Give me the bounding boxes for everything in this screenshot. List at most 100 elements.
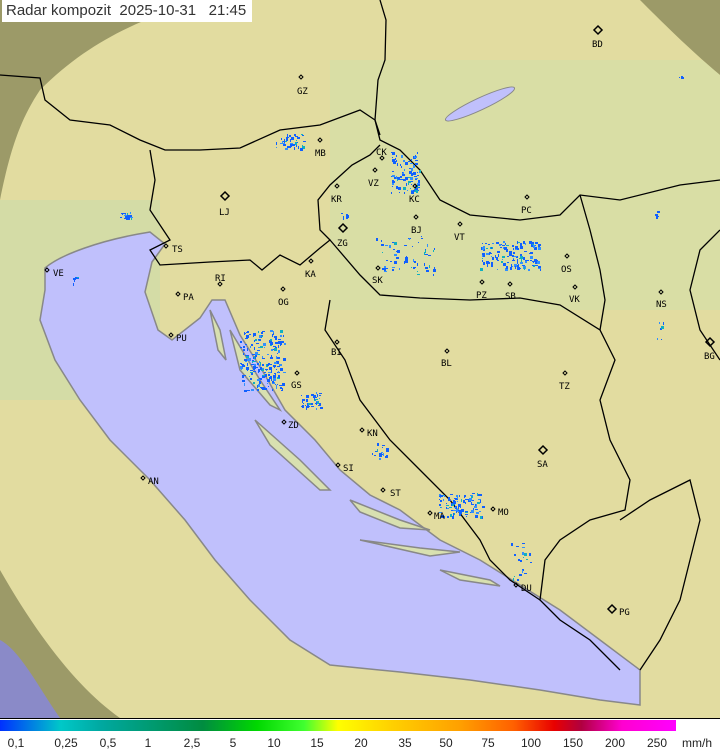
city-marker-icon (379, 155, 385, 161)
radar-echo (261, 337, 262, 338)
radar-echo (655, 214, 658, 216)
radar-echo (417, 271, 418, 272)
radar-echo (465, 495, 466, 497)
radar-echo (524, 251, 527, 252)
radar-echo (341, 213, 343, 214)
radar-echo (392, 159, 395, 162)
city-markers: GZ MB CK VZ KR KC BJ VT PC BD LJ ZG TS KA SK OS PZ SB VK NS… (44, 24, 716, 618)
radar-map[interactable]: GZ MB CK VZ KR KC BJ VT PC BD LJ ZG TS KA SK OS PZ SB VK NS… (0, 0, 720, 719)
lowland-tint (330, 60, 720, 310)
city-st: ST (380, 487, 401, 499)
radar-echo (269, 367, 272, 370)
radar-echo (518, 264, 519, 267)
radar-echo (276, 369, 277, 370)
radar-echo (456, 509, 459, 512)
radar-echo (277, 357, 280, 359)
city-pu: PU (168, 332, 187, 344)
radar-echo (529, 241, 532, 243)
radar-echo (261, 335, 263, 336)
radar-echo (396, 160, 397, 162)
radar-echo (379, 453, 382, 456)
radar-echo (489, 252, 491, 253)
radar-echo (415, 155, 416, 157)
radar-echo (316, 401, 319, 404)
radar-echo (268, 372, 271, 373)
radar-echo (424, 252, 425, 255)
radar-echo (255, 352, 258, 355)
radar-echo (501, 261, 503, 263)
radar-echo (404, 245, 407, 246)
radar-echo (461, 513, 462, 514)
radar-echo (457, 501, 458, 502)
colorbar-tick: 5 (229, 736, 237, 750)
radar-echo (533, 245, 535, 248)
radar-echo (482, 258, 483, 259)
radar-echo (270, 378, 271, 379)
radar-echo (405, 162, 408, 165)
radar-echo (245, 355, 248, 356)
city-marker-icon (427, 510, 433, 516)
radar-echo (255, 354, 257, 357)
radar-echo (374, 455, 376, 456)
radar-echo (415, 178, 418, 179)
radar-echo (398, 187, 401, 190)
city-label: SA (537, 460, 548, 470)
radar-echo (446, 505, 449, 506)
radar-echo (386, 268, 388, 269)
radar-echo (314, 398, 315, 400)
radar-echo (491, 262, 493, 265)
radar-echo (405, 257, 408, 260)
radar-echo (302, 401, 303, 403)
radar-echo (525, 243, 526, 245)
radar-echo (414, 176, 417, 177)
radar-echo (476, 512, 479, 514)
radar-echo (245, 338, 248, 339)
radar-echo (272, 381, 274, 383)
radar-echo (255, 367, 258, 368)
radar-echo (273, 375, 276, 378)
precipitation-colorbar (0, 720, 676, 731)
radar-echo (243, 349, 245, 351)
radar-echo (413, 259, 414, 262)
radar-echo (381, 244, 384, 246)
radar-echo (280, 143, 283, 144)
city-marker-icon (479, 279, 485, 285)
radar-echo (393, 161, 396, 164)
radar-echo (512, 255, 514, 257)
radar-echo (517, 265, 518, 267)
radar-echo (292, 144, 295, 146)
city-label: KN (367, 429, 378, 439)
city-marker-icon (175, 291, 181, 297)
radar-echo (411, 181, 413, 182)
radar-echo (295, 142, 297, 145)
radar-echo (253, 361, 256, 362)
radar-echo (480, 268, 483, 271)
radar-echo (509, 253, 512, 256)
city-label: VZ (368, 179, 379, 189)
radar-echo (301, 395, 302, 396)
radar-echo (413, 172, 416, 175)
radar-echo (452, 504, 454, 506)
radar-echo (471, 502, 472, 504)
radar-echo (262, 364, 264, 366)
city-sa: SA (537, 444, 548, 470)
city-marker-icon (524, 194, 530, 200)
radar-echo (658, 216, 659, 217)
radar-echo (282, 388, 283, 391)
radar-echo (267, 383, 268, 384)
radar-echo (278, 350, 280, 353)
colorbar-tick: 0,25 (54, 736, 78, 750)
radar-echo (255, 339, 257, 341)
radar-echo (280, 335, 282, 337)
radar-echo (491, 256, 492, 257)
radar-echo (453, 513, 454, 516)
city-vk: VK (569, 284, 580, 305)
radar-echo (506, 245, 509, 246)
radar-echo (280, 368, 283, 371)
radar-echo (320, 407, 323, 409)
radar-echo (487, 264, 488, 267)
radar-echo (518, 559, 520, 561)
radar-echo (534, 247, 537, 250)
radar-echo (402, 174, 405, 176)
radar-echo (253, 366, 256, 369)
